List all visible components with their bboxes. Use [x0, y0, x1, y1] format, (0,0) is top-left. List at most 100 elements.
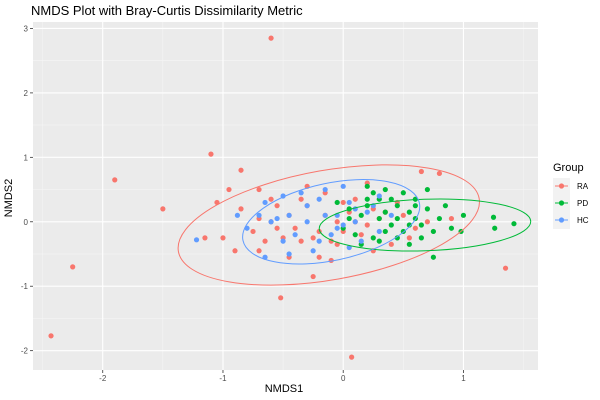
data-point-pd: [511, 221, 517, 227]
data-point-ra: [238, 206, 244, 212]
y-tick-label: 0: [24, 218, 29, 227]
data-point-hc: [234, 212, 241, 218]
data-point-pd: [430, 228, 436, 235]
data-point-ra: [262, 238, 268, 244]
data-point-pd: [406, 209, 412, 215]
data-point-ra: [292, 225, 298, 231]
data-point-pd: [448, 225, 455, 231]
data-point-ra: [70, 264, 76, 270]
data-point-ra: [310, 273, 316, 280]
data-point-pd: [412, 203, 418, 209]
data-point-pd: [430, 254, 436, 260]
data-point-ra: [400, 212, 406, 218]
data-point-hc: [244, 225, 250, 231]
data-point-pd: [400, 190, 406, 196]
data-point-hc: [340, 222, 346, 228]
data-point-pd: [352, 232, 358, 238]
data-point-pd: [364, 183, 370, 189]
data-point-ra: [334, 219, 340, 225]
data-point-ra: [268, 35, 274, 41]
data-point-ra: [349, 354, 355, 360]
x-tick-label: -2: [99, 374, 107, 383]
data-point-hc: [280, 238, 286, 244]
data-point-hc: [274, 215, 280, 222]
data-point-hc: [376, 193, 382, 199]
data-point-pd: [370, 190, 376, 196]
data-point-pd: [358, 212, 364, 218]
y-tick-label: -2: [21, 347, 29, 356]
legend-key-point-hc: [558, 217, 565, 223]
data-point-ra: [358, 232, 364, 238]
legend-label-ra: RA: [577, 182, 589, 191]
data-point-pd: [490, 214, 497, 220]
plot-panel: -2 -1 0 1 -2 -1 0 1 2 3: [21, 22, 538, 383]
data-point-ra: [274, 203, 280, 209]
ellipse-pd: [318, 198, 532, 252]
data-point-pd: [388, 196, 394, 202]
data-point-ra: [502, 265, 509, 271]
data-point-ra: [298, 238, 304, 244]
data-point-ra: [202, 235, 208, 241]
data-point-hc: [262, 199, 268, 206]
data-point-ra: [48, 333, 54, 339]
series-hc-points: [193, 183, 394, 260]
data-point-pd: [460, 212, 467, 218]
x-axis-title: NMDS1: [265, 383, 304, 395]
data-point-pd: [376, 215, 382, 222]
y-tick-label: 1: [24, 153, 29, 162]
data-point-ra: [364, 222, 370, 228]
data-point-hc: [352, 219, 358, 225]
data-point-pd: [370, 235, 376, 241]
data-point-pd: [382, 186, 388, 193]
y-axis-title: NMDS2: [3, 179, 15, 218]
data-point-pd: [424, 206, 430, 212]
data-point-ra: [250, 228, 256, 235]
data-point-hc: [310, 248, 316, 254]
legend: Group RA PD HC: [553, 162, 589, 229]
data-point-ra: [406, 235, 412, 241]
data-point-pd: [436, 215, 443, 222]
x-tick-label: -1: [219, 374, 227, 383]
data-point-hc: [376, 228, 382, 235]
data-point-pd: [346, 215, 352, 222]
legend-title: Group: [553, 162, 584, 174]
data-point-pd: [334, 199, 340, 206]
data-point-pd: [394, 215, 400, 222]
legend-label-hc: HC: [577, 216, 589, 225]
data-point-pd: [394, 203, 400, 209]
ellipse-ra: [177, 164, 480, 286]
data-point-ra: [298, 196, 304, 202]
data-point-pd: [418, 222, 424, 228]
data-point-hc: [268, 219, 274, 225]
data-point-pd: [442, 203, 449, 209]
data-point-pd: [394, 235, 400, 241]
data-point-pd: [406, 241, 412, 247]
data-point-ra: [256, 186, 262, 193]
y-tick-label: -1: [21, 282, 29, 291]
data-point-ra: [220, 235, 226, 241]
data-point-hc: [292, 232, 298, 238]
data-point-pd: [492, 225, 498, 231]
legend-key-point-pd: [558, 200, 565, 206]
data-point-hc: [256, 212, 262, 218]
data-point-pd: [388, 222, 394, 228]
data-point-hc: [316, 196, 322, 202]
data-point-ra: [340, 199, 346, 206]
x-tick-label: 0: [341, 374, 346, 383]
data-point-ra: [232, 248, 238, 254]
data-point-pd: [364, 196, 370, 202]
data-point-hc: [286, 212, 292, 218]
data-point-hc: [322, 212, 328, 218]
data-point-hc: [298, 190, 304, 196]
data-point-hc: [364, 209, 370, 215]
data-point-hc: [322, 186, 328, 193]
data-point-ra: [310, 235, 316, 241]
chart-title: NMDS Plot with Bray-Curtis Dissimilarity…: [31, 3, 303, 18]
data-point-ra: [388, 241, 394, 247]
data-point-ra: [316, 254, 322, 260]
x-tick-label: 1: [461, 374, 466, 383]
data-point-ra: [448, 215, 455, 222]
ellipse-hc: [242, 179, 421, 265]
data-point-ra: [268, 196, 274, 202]
